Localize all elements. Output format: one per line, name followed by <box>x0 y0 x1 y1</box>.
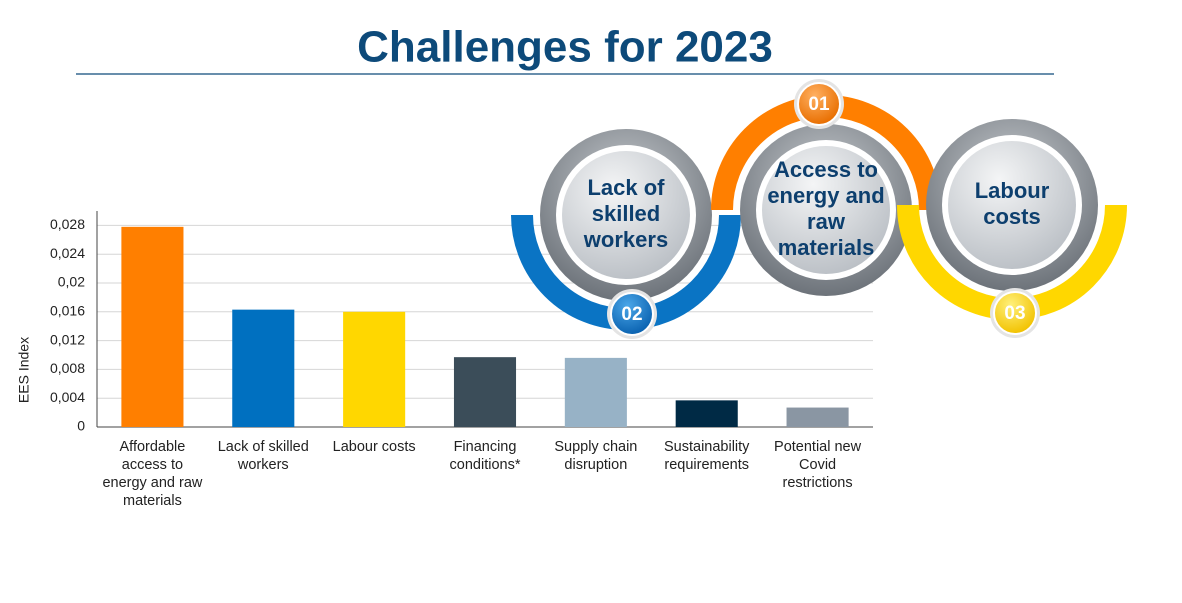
y-tick-label: 0,016 <box>50 303 85 319</box>
circle-label: skilled <box>592 201 660 226</box>
circle-label: Lack of <box>587 175 665 200</box>
y-tick-label: 0 <box>77 418 85 434</box>
y-tick-label: 0,02 <box>58 274 85 290</box>
bar <box>232 309 295 427</box>
circle-label: energy and <box>767 183 884 208</box>
circle-label: raw <box>807 209 846 234</box>
circle-label: costs <box>983 204 1040 229</box>
bar <box>453 357 517 427</box>
x-tick-label: Supply chain disruption <box>554 439 637 473</box>
plot: 0 0,004 0,008 0,012 0,016 0,02 0,024 0,028 Affor… <box>50 211 873 509</box>
circle-label: Labour <box>975 178 1050 203</box>
y-tick-label: 0,004 <box>50 389 85 405</box>
badge-number: 03 <box>1004 303 1025 324</box>
bar <box>786 407 849 427</box>
circle-inner <box>562 151 690 279</box>
x-tick-label: Lack of skilled workers <box>218 439 309 473</box>
badge <box>610 292 654 336</box>
bar <box>675 400 738 427</box>
circle-inner <box>762 146 890 274</box>
y-tick-label: 0,024 <box>50 245 85 261</box>
x-tick-label: Potential new Covid restrictions <box>774 439 862 491</box>
circle-inner <box>948 141 1076 269</box>
y-axis-label: EES Index <box>16 337 32 403</box>
y-tick-label: 0,012 <box>50 331 85 347</box>
y-tick-label: 0,028 <box>50 216 85 232</box>
badge-number: 01 <box>808 94 830 115</box>
chart-title: Challenges for 2023 <box>357 23 773 72</box>
badge-number: 02 <box>621 304 642 325</box>
x-tick-label: Affordable access to energy and raw materia… <box>102 439 202 509</box>
bar <box>564 357 627 427</box>
bar <box>343 311 406 427</box>
x-tick-label: Financing conditions* <box>450 439 521 473</box>
circle-label: materials <box>778 235 875 260</box>
y-tick-label: 0,008 <box>50 360 85 376</box>
bar <box>121 226 184 427</box>
badge <box>993 291 1037 335</box>
badge <box>797 82 841 126</box>
circle-label: Access to <box>774 157 878 182</box>
circle-label: workers <box>583 227 668 252</box>
x-tick-label: Labour costs <box>333 439 416 455</box>
x-tick-label: Sustainability requirements <box>664 439 750 473</box>
